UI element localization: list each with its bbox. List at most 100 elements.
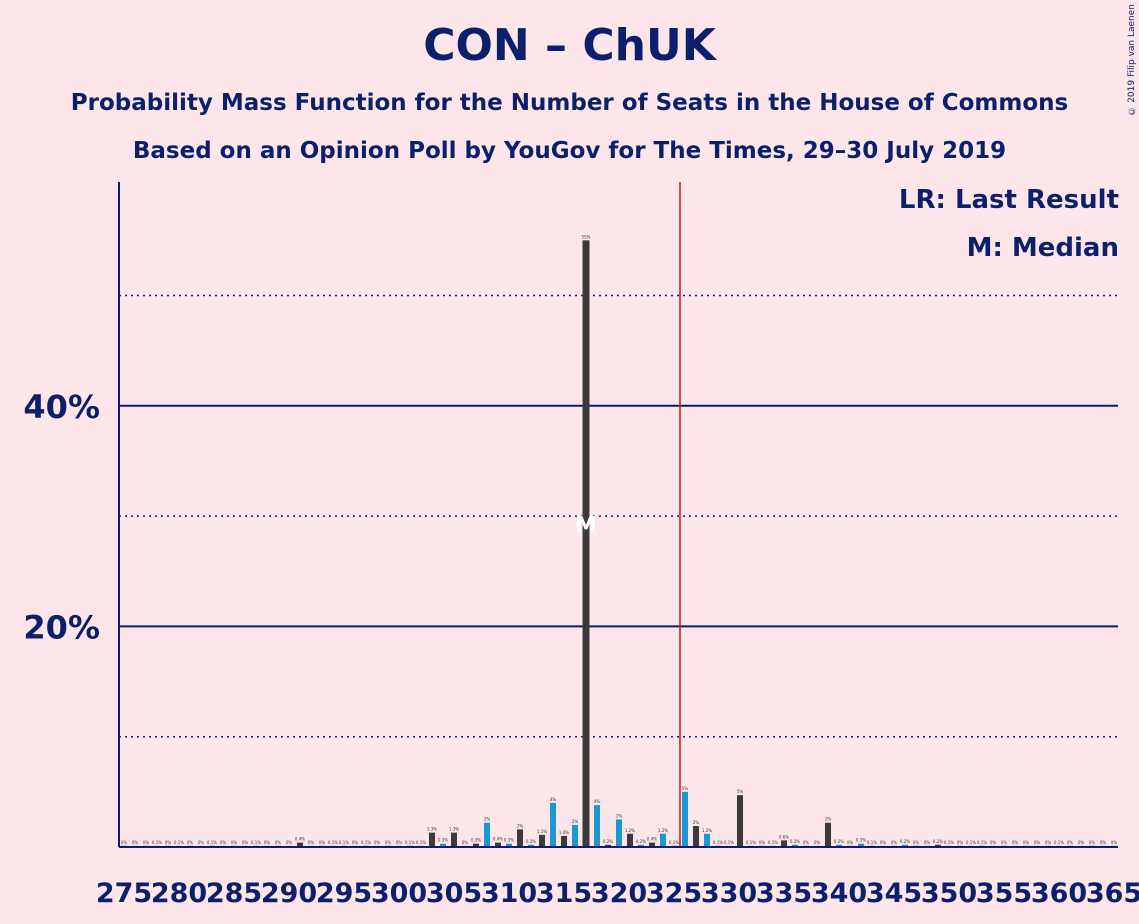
bar-label-311: 2% bbox=[517, 823, 524, 828]
bar-312 bbox=[528, 844, 534, 847]
bar-label-346: 0.2% bbox=[900, 839, 910, 844]
chart-title: CON – ChUK bbox=[423, 20, 716, 71]
bar-310 bbox=[506, 843, 512, 847]
chart-source-subtitle: Based on an Opinion Poll by YouGov for T… bbox=[132, 138, 1007, 164]
bar-339 bbox=[825, 822, 831, 847]
bar-label-348: 0% bbox=[924, 840, 931, 845]
bar-303 bbox=[429, 832, 435, 847]
bar-342 bbox=[858, 843, 864, 847]
bar-label-316: 2% bbox=[572, 819, 579, 824]
bar-label-363: 0% bbox=[1089, 840, 1096, 845]
bar-label-340: 0.2% bbox=[834, 839, 844, 844]
bar-label-349: 0.2% bbox=[933, 839, 943, 844]
bar-label-341: 0% bbox=[847, 840, 854, 845]
bar-label-365: 0% bbox=[1111, 840, 1118, 845]
x-tick-label-300: 300 bbox=[371, 878, 427, 909]
bar-label-281: 0% bbox=[187, 840, 194, 845]
bar-314 bbox=[550, 802, 556, 847]
x-tick-label-350: 350 bbox=[921, 878, 977, 909]
bar-label-305: 1.3% bbox=[449, 827, 459, 832]
bar-320 bbox=[616, 819, 622, 847]
bar-label-344: 0% bbox=[880, 840, 887, 845]
bar-label-286: 0% bbox=[242, 840, 249, 845]
bar-label-282: 0% bbox=[198, 840, 205, 845]
bar-label-288: 0% bbox=[264, 840, 271, 845]
bar-label-294: 0.1% bbox=[328, 840, 338, 845]
bar-label-351: 0% bbox=[957, 840, 964, 845]
bar-328 bbox=[704, 833, 710, 847]
bar-label-329: 0.1% bbox=[713, 840, 723, 845]
bar-label-357: 0% bbox=[1023, 840, 1030, 845]
markers: M bbox=[575, 182, 681, 847]
bar-label-276: 0% bbox=[132, 840, 139, 845]
x-tick-label-345: 345 bbox=[866, 878, 922, 909]
bar-307 bbox=[473, 843, 479, 847]
bar-309 bbox=[495, 842, 501, 847]
bar-305 bbox=[451, 832, 457, 847]
bar-label-289: 0% bbox=[275, 840, 282, 845]
bar-label-302: 0.1% bbox=[416, 840, 426, 845]
axes: 20%40%2752802852902953003053103153203253… bbox=[23, 182, 1139, 909]
bar-308 bbox=[484, 822, 490, 847]
x-tick-label-285: 285 bbox=[206, 878, 262, 909]
legend-last-result: LR: Last Result bbox=[898, 185, 1119, 215]
bar-label-313: 1.1% bbox=[537, 829, 547, 834]
bar-label-360: 0.1% bbox=[1054, 840, 1064, 845]
x-tick-label-325: 325 bbox=[646, 878, 702, 909]
bar-318 bbox=[594, 805, 600, 847]
bar-label-299: 0% bbox=[385, 840, 392, 845]
bar-label-343: 0.1% bbox=[867, 840, 877, 845]
bar-319 bbox=[605, 844, 611, 847]
bar-label-287: 0.1% bbox=[251, 840, 261, 845]
bar-label-308: 2% bbox=[484, 817, 491, 822]
bar-label-301: 0.1% bbox=[405, 840, 415, 845]
bar-label-333: 0% bbox=[759, 840, 766, 845]
bar-label-314: 4% bbox=[550, 797, 557, 802]
bar-label-364: 0% bbox=[1100, 840, 1107, 845]
bar-label-338: 0% bbox=[814, 840, 821, 845]
bar-label-359: 0% bbox=[1045, 840, 1052, 845]
bar-336 bbox=[792, 844, 798, 847]
bar-340 bbox=[836, 844, 842, 847]
bar-label-310: 0.3% bbox=[504, 838, 514, 843]
bar-label-327: 2% bbox=[693, 820, 700, 825]
bar-label-306: 0% bbox=[462, 840, 469, 845]
x-tick-label-360: 360 bbox=[1031, 878, 1087, 909]
bar-label-318: 4% bbox=[594, 799, 601, 804]
bar-label-278: 0.1% bbox=[152, 840, 162, 845]
bar-label-332: 0.1% bbox=[746, 840, 756, 845]
legend-median: M: Median bbox=[966, 233, 1119, 263]
x-tick-label-290: 290 bbox=[261, 878, 317, 909]
x-tick-label-340: 340 bbox=[811, 878, 867, 909]
bar-series: 0% 0% 0% 0.1% 0% 0.1% 0% 0% 0.1% 0% 0% 0% 0.1% 0% 0% 0%… bbox=[121, 234, 1118, 848]
x-tick-label-280: 280 bbox=[151, 878, 207, 909]
bar-label-279: 0% bbox=[165, 840, 172, 845]
bar-316 bbox=[572, 824, 578, 847]
bar-291 bbox=[297, 842, 303, 847]
gridlines bbox=[119, 294, 1118, 738]
bar-label-353: 0.1% bbox=[977, 840, 987, 845]
x-tick-label-275: 275 bbox=[96, 878, 152, 909]
bar-label-292: 0% bbox=[308, 840, 315, 845]
bar-label-335: 0.6% bbox=[779, 834, 789, 839]
bar-label-296: 0% bbox=[352, 840, 359, 845]
bar-label-303: 1.3% bbox=[427, 827, 437, 832]
bar-label-321: 1.2% bbox=[625, 828, 635, 833]
bar-327 bbox=[693, 826, 699, 847]
bar-label-342: 0.3% bbox=[856, 838, 866, 843]
x-tick-label-315: 315 bbox=[536, 878, 592, 909]
bar-335 bbox=[781, 840, 787, 847]
x-tick-label-310: 310 bbox=[481, 878, 537, 909]
median-marker: M bbox=[575, 514, 597, 539]
bar-313 bbox=[539, 834, 545, 847]
bar-label-352: 0.1% bbox=[966, 840, 976, 845]
x-tick-label-365: 365 bbox=[1086, 878, 1139, 909]
bar-label-334: 0.1% bbox=[768, 840, 778, 845]
x-tick-label-335: 335 bbox=[756, 878, 812, 909]
bar-label-345: 0% bbox=[891, 840, 898, 845]
x-tick-label-305: 305 bbox=[426, 878, 482, 909]
bar-label-322: 0.2% bbox=[636, 839, 646, 844]
bar-label-293: 0% bbox=[319, 840, 326, 845]
x-tick-label-355: 355 bbox=[976, 878, 1032, 909]
bar-label-297: 0.1% bbox=[361, 840, 371, 845]
